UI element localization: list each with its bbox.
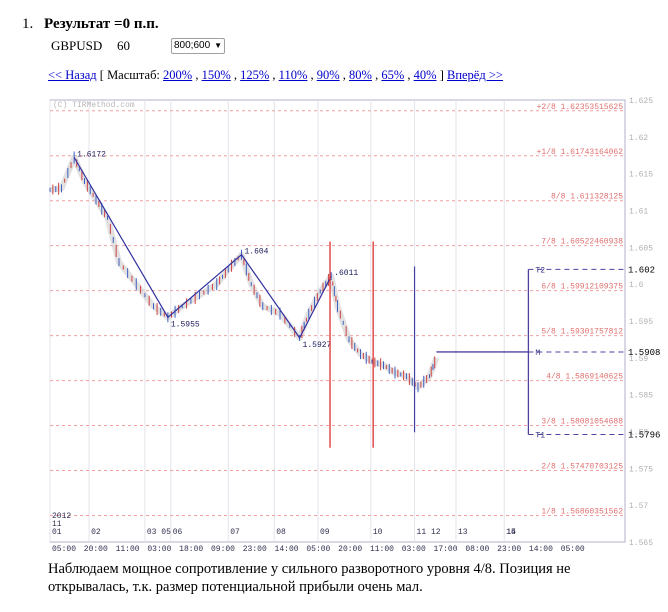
x-time-label: 11:00 [370, 545, 394, 554]
murrey-level-label: 8/8 1.611328125 [551, 193, 623, 202]
x-time-label: 17:00 [434, 545, 458, 554]
caption-text: Наблюдаем мощное сопротивление у сильног… [48, 561, 571, 595]
x-time-label: 23:00 [243, 545, 267, 554]
y-tick-label: 1.615 [629, 171, 653, 180]
x-day-label: 08 [276, 528, 286, 537]
trade-level-price: 1.5908 [628, 348, 660, 358]
watermark: (C) TIRMethod.com [53, 101, 135, 110]
zoom-navigation: << Назад [ Масштаб: 200% , 150% , 125% ,… [48, 68, 503, 82]
x-day-label: 02 [91, 528, 101, 537]
x-day-label: 13 [458, 528, 468, 537]
zoom-link-200[interactable]: 200% [163, 68, 193, 82]
trade-level-tag: M [535, 349, 540, 358]
zoom-link-40[interactable]: 40% [413, 68, 437, 82]
x-time-label: 09:00 [211, 545, 235, 554]
chevron-down-icon: ▼ [214, 41, 222, 50]
y-tick-label: 1.605 [629, 244, 653, 253]
murrey-level-label: 2/8 1.57470703125 [541, 462, 623, 471]
murrey-level-label: 5/8 1.59301757812 [541, 328, 623, 337]
y-tick-label: 1.595 [629, 318, 653, 327]
x-day-label: 15 [506, 528, 516, 537]
symbol-label: GBPUSD [51, 38, 103, 53]
y-tick-label: 1.565 [629, 539, 653, 548]
x-time-label: 20:00 [338, 545, 362, 554]
result-title: Результат =0 п.п. [44, 16, 159, 32]
x-time-label: 23:00 [497, 545, 521, 554]
period-label: 60 [117, 38, 130, 53]
zigzag-label: 1.6172 [77, 150, 106, 159]
murrey-level-label: 1/8 1.56860351562 [541, 507, 623, 516]
murrey-level-label: +2/8 1.62353515625 [537, 103, 624, 112]
x-day-label: 03 05 [147, 528, 171, 537]
y-tick-label: 1.6 [629, 281, 644, 290]
x-day-label: 01 [52, 528, 62, 537]
x-day-label: 06 [173, 528, 183, 537]
x-time-label: 03:00 [147, 545, 171, 554]
x-time-label: 03:00 [402, 545, 426, 554]
trade-level-price: 1.602 [628, 265, 655, 275]
x-day-label: 2012 [52, 512, 71, 521]
price-chart: (C) TIRMethod.com 1.6251.621.6151.611.605… [49, 97, 660, 554]
x-time-label: 08:00 [465, 545, 489, 554]
x-time-label: 05:00 [306, 545, 330, 554]
y-tick-label: 1.62 [629, 134, 648, 143]
y-tick-label: 1.575 [629, 465, 653, 474]
zoom-link-65[interactable]: 65% [381, 68, 405, 82]
murrey-level-label: 6/8 1.59912109375 [541, 283, 623, 292]
forward-link[interactable]: Вперёд >> [446, 68, 503, 82]
y-tick-label: 1.61 [629, 208, 648, 217]
x-time-label: 11:00 [116, 545, 140, 554]
zigzag-label: 1.604 [244, 248, 268, 257]
zigzag-label: 1.5955 [171, 320, 200, 329]
x-time-label: 14:00 [529, 545, 553, 554]
murrey-level-label: 3/8 1.58081054688 [541, 418, 623, 427]
zoom-close-label: ] [439, 68, 444, 82]
trade-level-price: 1.5796 [628, 430, 660, 440]
x-day-label: 11 [52, 520, 62, 529]
x-time-label: 20:00 [84, 545, 108, 554]
murrey-level-label: +1/8 1.61743164062 [537, 148, 624, 157]
trade-level-tag: T1 [535, 431, 545, 440]
zoom-link-150[interactable]: 150% [201, 68, 231, 82]
x-day-label: 11 12 [417, 528, 441, 537]
back-link[interactable]: << Назад [48, 68, 97, 82]
y-tick-label: 1.625 [629, 97, 653, 106]
zigzag-line [73, 157, 332, 340]
murrey-level-label: 4/8 1.5869140625 [546, 373, 623, 382]
list-number: 1. [22, 16, 34, 32]
x-time-label: 14:00 [275, 545, 299, 554]
y-tick-label: 1.57 [629, 502, 648, 511]
zoom-link-110[interactable]: 110% [278, 68, 308, 82]
x-day-label: 09 [320, 528, 330, 537]
y-tick-label: 1.58 [629, 429, 648, 438]
plot-frame [49, 99, 626, 543]
x-day-label: 14 [506, 528, 516, 537]
size-select-value: 800;600 [174, 40, 211, 51]
zigzag-label: 1.5927 [303, 341, 332, 350]
x-time-label: 05:00 [52, 545, 76, 554]
x-day-label: 07 [230, 528, 240, 537]
zoom-link-90[interactable]: 90% [316, 68, 340, 82]
trade-level-tag: T2 [535, 266, 545, 275]
result-heading: 1. Результат =0 п.п. [22, 16, 159, 33]
x-day-label: 10 [373, 528, 383, 537]
zoom-link-125[interactable]: 125% [240, 68, 270, 82]
y-tick-label: 1.585 [629, 392, 653, 401]
zoom-open-label: [ Масштаб: [99, 68, 160, 82]
x-time-label: 18:00 [179, 545, 203, 554]
y-tick-label: 1.59 [629, 355, 648, 364]
murrey-level-label: 7/8 1.60522460938 [541, 238, 623, 247]
zigzag-label: .6011 [334, 269, 358, 278]
size-select[interactable]: 800;600 ▼ [171, 38, 225, 54]
zoom-link-80[interactable]: 80% [349, 68, 372, 82]
x-time-label: 05:00 [561, 545, 585, 554]
